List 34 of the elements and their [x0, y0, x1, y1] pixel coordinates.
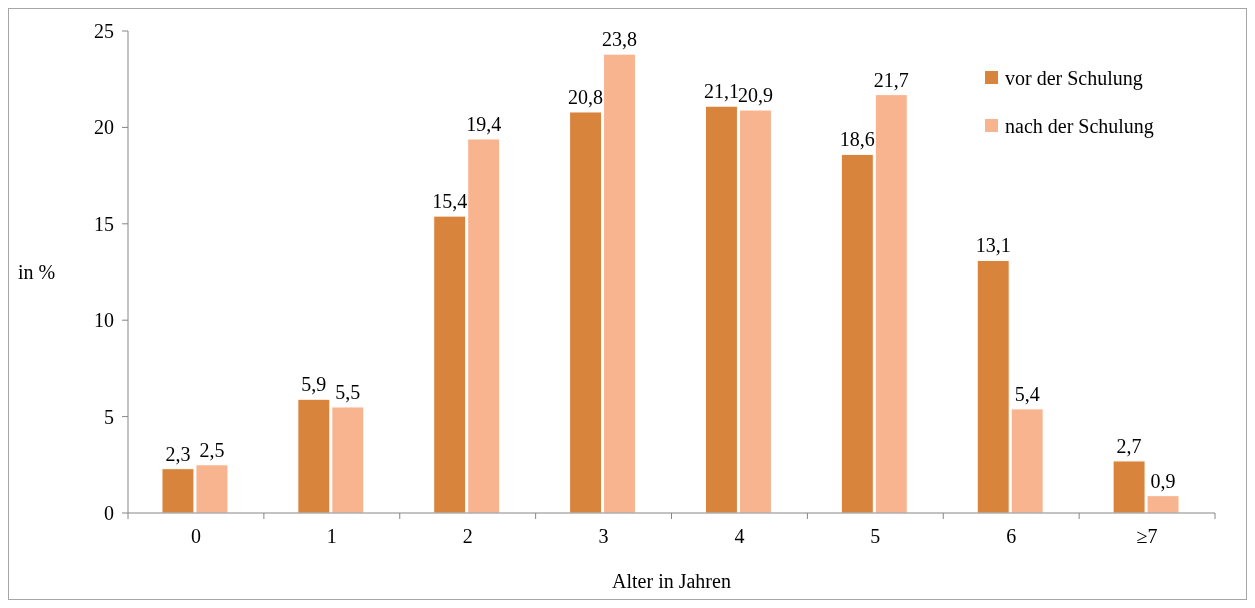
- data-label: 21,1: [703, 80, 739, 103]
- data-label: 21,7: [873, 68, 909, 91]
- x-tick-label: 0: [190, 525, 201, 547]
- x-tick-label: 6: [1006, 525, 1017, 547]
- x-tick-label: 5: [870, 525, 881, 547]
- data-label: 5,5: [335, 380, 361, 403]
- y-tick-label: 25: [94, 20, 114, 42]
- data-label: 19,4: [466, 112, 502, 135]
- x-tick-label: ≥7: [1136, 525, 1158, 547]
- data-label: 2,3: [165, 442, 191, 465]
- data-label: 0,9: [1150, 469, 1176, 492]
- y-tick-label: 10: [94, 309, 114, 332]
- data-label: 2,5: [199, 438, 225, 461]
- legend-label: vor der Schulung: [1005, 67, 1143, 90]
- data-label: 5,9: [301, 373, 327, 396]
- y-tick-label: 5: [104, 405, 114, 428]
- y-tick-label: 15: [94, 212, 114, 235]
- y-tick-label: 0: [104, 502, 114, 524]
- data-label: 18,6: [839, 128, 875, 151]
- y-tick-label: 20: [94, 116, 114, 139]
- x-tick-label: 1: [326, 525, 337, 547]
- data-label: 13,1: [975, 234, 1011, 257]
- x-tick-label: 3: [598, 525, 609, 547]
- data-label: 5,4: [1014, 382, 1040, 405]
- y-axis-title: in %: [18, 261, 56, 283]
- data-label: 20,9: [737, 84, 773, 107]
- x-tick-label: 2: [462, 525, 473, 547]
- x-tick-label: 4: [734, 525, 745, 547]
- data-label: 23,8: [602, 28, 638, 51]
- legend-label: nach der Schulung: [1005, 115, 1154, 138]
- data-label: 2,7: [1116, 434, 1142, 457]
- data-label: 20,8: [568, 85, 604, 108]
- x-axis-title: Alter in Jahren: [612, 570, 731, 592]
- data-label: 15,4: [432, 190, 468, 213]
